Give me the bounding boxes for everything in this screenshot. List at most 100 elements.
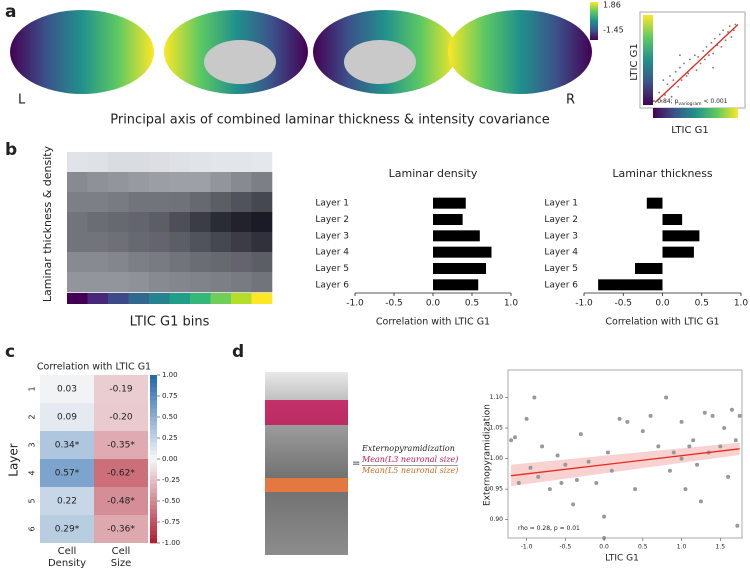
point xyxy=(536,474,541,479)
point xyxy=(687,72,690,75)
point xyxy=(697,55,700,58)
y-tick-label: 0.90 xyxy=(490,516,504,523)
colorbar-tick-label: 1.00 xyxy=(162,371,178,379)
cell-label: 0.22 xyxy=(57,497,77,507)
cell-label: 0.57* xyxy=(55,469,80,479)
point xyxy=(702,410,707,415)
heatmap-cell xyxy=(210,272,232,293)
panel-label: c xyxy=(5,342,15,362)
heatmap-cell xyxy=(190,212,211,233)
x-colorbar xyxy=(653,108,738,118)
colorbar-segment xyxy=(150,492,157,498)
heatmap-cell xyxy=(251,252,273,273)
category-label: Layer 4 xyxy=(315,248,349,258)
heatmap-cell xyxy=(128,152,150,173)
heatmap-cell xyxy=(108,152,129,173)
colorbar-segment xyxy=(150,438,157,443)
y-axis-label: Laminar thickness & density xyxy=(41,145,54,302)
point xyxy=(728,25,731,28)
point xyxy=(547,487,552,492)
annotation-part: rho = 0.28, p = 0.01 xyxy=(518,525,580,532)
point xyxy=(727,31,729,33)
point xyxy=(680,79,683,81)
equation-sign: = xyxy=(352,458,360,469)
heatmap-cell xyxy=(190,172,211,193)
colorbar-tick-label: -0.75 xyxy=(162,518,180,526)
point xyxy=(602,514,607,519)
y-axis-label: Layer xyxy=(7,443,21,477)
colorbar-segment xyxy=(150,387,157,393)
point xyxy=(730,36,733,38)
colorbar-segment xyxy=(150,417,157,422)
colorbar-segment xyxy=(150,522,157,527)
point xyxy=(691,438,696,443)
x-tick-label: 1.0 xyxy=(677,544,687,551)
point xyxy=(594,481,599,486)
x-tick-label: 1.0 xyxy=(504,299,519,309)
heatmap-cell xyxy=(94,487,148,515)
point xyxy=(729,407,734,412)
heatmap-cell xyxy=(231,212,252,233)
point xyxy=(688,58,691,61)
heatmap-cell xyxy=(210,152,232,173)
category-label: Layer 2 xyxy=(544,215,578,225)
annotation-part: < 0.001 xyxy=(702,98,728,105)
x-axis-label: LTIC G1 xyxy=(671,125,709,136)
column-label: Cell Size xyxy=(110,546,132,569)
heatmap-cell xyxy=(149,152,170,173)
layer3-band xyxy=(265,400,348,425)
x-axis-label: Correlation with LTIC G1 xyxy=(376,317,490,328)
bin-swatch xyxy=(169,293,191,304)
point xyxy=(625,419,630,424)
bar xyxy=(635,263,663,274)
equation-denominator: Mean(L5 neuronal size) xyxy=(361,466,458,475)
heatmap-cell xyxy=(190,272,211,293)
colorbar-segment xyxy=(150,505,157,510)
cell-label: 0.34* xyxy=(55,441,80,451)
colorbar-segment xyxy=(150,442,157,447)
equation-label: Externopyramidization xyxy=(361,444,455,453)
bar xyxy=(598,279,663,291)
heatmap-cell xyxy=(87,152,109,173)
category-label: Layer 1 xyxy=(544,199,578,209)
category-label: Layer 5 xyxy=(315,264,349,274)
colorbar-segment xyxy=(150,412,157,418)
point xyxy=(698,499,703,504)
colorbar-segment xyxy=(150,396,157,401)
point xyxy=(660,99,663,102)
point xyxy=(710,413,715,418)
bin-swatch xyxy=(149,293,170,304)
point xyxy=(509,438,514,443)
bar xyxy=(433,214,463,225)
colorbar-tick-label: 0.25 xyxy=(162,434,178,442)
colorbar-segment xyxy=(150,408,157,414)
bin-swatch xyxy=(87,293,109,304)
colorbar-segment xyxy=(150,471,157,477)
medial-wall xyxy=(344,40,416,84)
colorbar-segment xyxy=(150,526,157,531)
heatmap-cell xyxy=(87,252,109,273)
plot-frame xyxy=(507,369,743,539)
column-label-box: Cell Size xyxy=(110,546,132,569)
x-axis-label: LTIC G1 bins xyxy=(130,315,210,330)
row-label: 6 xyxy=(28,526,37,531)
colorbar-segment xyxy=(150,488,157,493)
row-label: 1 xyxy=(28,386,37,391)
colorbar-segment xyxy=(150,463,157,468)
point xyxy=(586,459,591,464)
colorbar-segment xyxy=(150,433,157,439)
medial-wall xyxy=(204,40,276,84)
heatmap-cell xyxy=(190,152,211,173)
point xyxy=(532,395,537,400)
x-tick-label: 0.5 xyxy=(465,299,479,309)
point xyxy=(578,432,583,437)
heatmap-cell xyxy=(128,192,150,213)
heatmap-cell xyxy=(169,252,191,273)
heatmap-cell xyxy=(40,375,94,403)
point xyxy=(574,477,579,482)
point xyxy=(726,474,731,479)
annotation-part: r = 0.84; p xyxy=(646,98,679,105)
x-tick-label: -0.5 xyxy=(385,299,403,309)
